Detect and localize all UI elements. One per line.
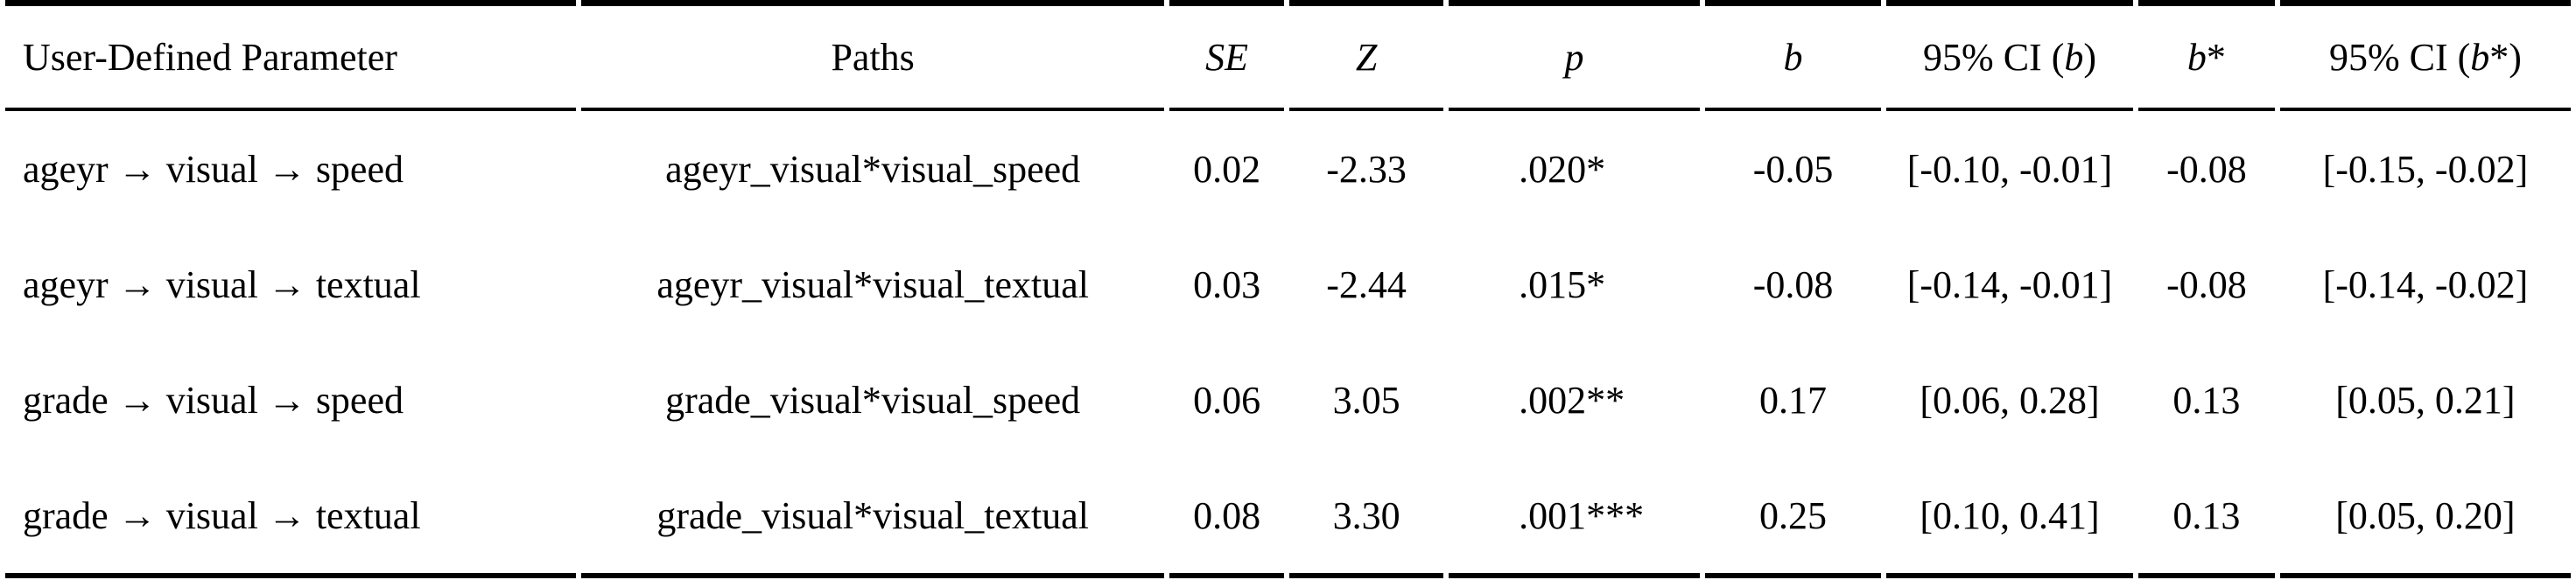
cell-ci-b: [0.10, 0.41]	[1886, 458, 2133, 578]
column-header-p: p	[1449, 0, 1700, 111]
column-header-ci-b-star-text: 95% CI (	[2328, 35, 2471, 79]
column-header-b-star-text: b	[2186, 35, 2207, 79]
column-header-paths: Paths	[581, 0, 1165, 111]
cell-ci-b-star: [-0.14, -0.02]	[2322, 262, 2529, 306]
cell-p: .001***	[1449, 458, 1700, 578]
column-header-paths-text: Paths	[831, 35, 915, 79]
cell-p: .002**	[1519, 378, 1625, 422]
cell-b-star: 0.13	[2137, 458, 2275, 578]
cell-param: grade → visual → textual	[5, 458, 577, 578]
cell-se: 0.03	[1193, 262, 1261, 306]
cell-paths: ageyr_visual*visual_speed	[665, 147, 1081, 191]
cell-se: 0.02	[1193, 147, 1261, 191]
column-header-b-text: b	[1783, 35, 1803, 79]
column-header-ci-b-text: )	[2083, 35, 2097, 79]
column-header-se: SE	[1169, 0, 1285, 111]
column-header-ci-b-text: b	[2064, 35, 2084, 79]
cell-paths: grade_visual*visual_textual	[581, 458, 1165, 578]
table-row: ageyr → visual → speed ageyr_visual*visua…	[5, 111, 2571, 227]
cell-param: ageyr → visual → textual	[23, 262, 421, 306]
cell-paths: grade_visual*visual_speed	[665, 378, 1081, 422]
cell-ci-b: [-0.10, -0.01]	[1906, 147, 2113, 191]
cell-b: 0.17	[1759, 378, 1828, 422]
cell-z: -2.44	[1326, 262, 1407, 306]
cell-p: .020*	[1519, 147, 1606, 191]
table-body: ageyr → visual → speed ageyr_visual*visua…	[5, 111, 2571, 578]
cell-paths: ageyr_visual*visual_textual	[656, 262, 1089, 306]
column-header-b-star: b*	[2137, 0, 2275, 111]
cell-b-star: -0.08	[2166, 262, 2247, 306]
column-header-b: b	[1704, 0, 1882, 111]
cell-b: -0.05	[1752, 147, 1834, 191]
cell-ci-b: [0.06, 0.28]	[1920, 378, 2100, 422]
table-row: grade → visual → speed grade_visual*visua…	[5, 342, 2571, 458]
cell-b-star: 0.13	[2172, 378, 2241, 422]
cell-b: 0.25	[1704, 458, 1882, 578]
cell-p: .015*	[1519, 262, 1606, 306]
cell-z: 3.05	[1332, 378, 1400, 422]
cell-z: -2.33	[1326, 147, 1407, 191]
column-header-ci-b: 95% CI (b)	[1886, 0, 2133, 111]
cell-b-star: -0.08	[2166, 147, 2247, 191]
cell-ci-b: [-0.14, -0.01]	[1906, 262, 2113, 306]
cell-param: grade → visual → speed	[23, 378, 404, 422]
table-row: ageyr → visual → textual ageyr_visual*vis…	[5, 227, 2571, 342]
column-header-z-text: Z	[1355, 35, 1378, 79]
cell-z: 3.30	[1289, 458, 1444, 578]
column-header-param: User-Defined Parameter	[5, 0, 577, 111]
cell-se: 0.06	[1193, 378, 1261, 422]
cell-se: 0.08	[1169, 458, 1285, 578]
column-header-param-text: User-Defined Parameter	[23, 35, 397, 79]
cell-ci-b-star: [-0.15, -0.02]	[2322, 147, 2529, 191]
column-header-b-star-text: *	[2206, 35, 2226, 79]
column-header-z: Z	[1289, 0, 1444, 111]
cell-param: ageyr → visual → speed	[23, 147, 404, 191]
column-header-ci-b-star-text: b	[2470, 35, 2490, 79]
column-header-ci-b-star: 95% CI (b*)	[2279, 0, 2571, 111]
column-header-se-text: SE	[1205, 35, 1249, 79]
table-row: grade → visual → textual grade_visual*vis…	[5, 458, 2571, 578]
column-header-ci-b-text: 95% CI (	[1923, 35, 2065, 79]
column-header-p-text: p	[1564, 35, 1584, 79]
cell-ci-b-star: [0.05, 0.21]	[2335, 378, 2516, 422]
cell-ci-b-star: [0.05, 0.20]	[2279, 458, 2571, 578]
column-header-ci-b-star-text: *)	[2489, 35, 2522, 79]
cell-b: -0.08	[1752, 262, 1834, 306]
